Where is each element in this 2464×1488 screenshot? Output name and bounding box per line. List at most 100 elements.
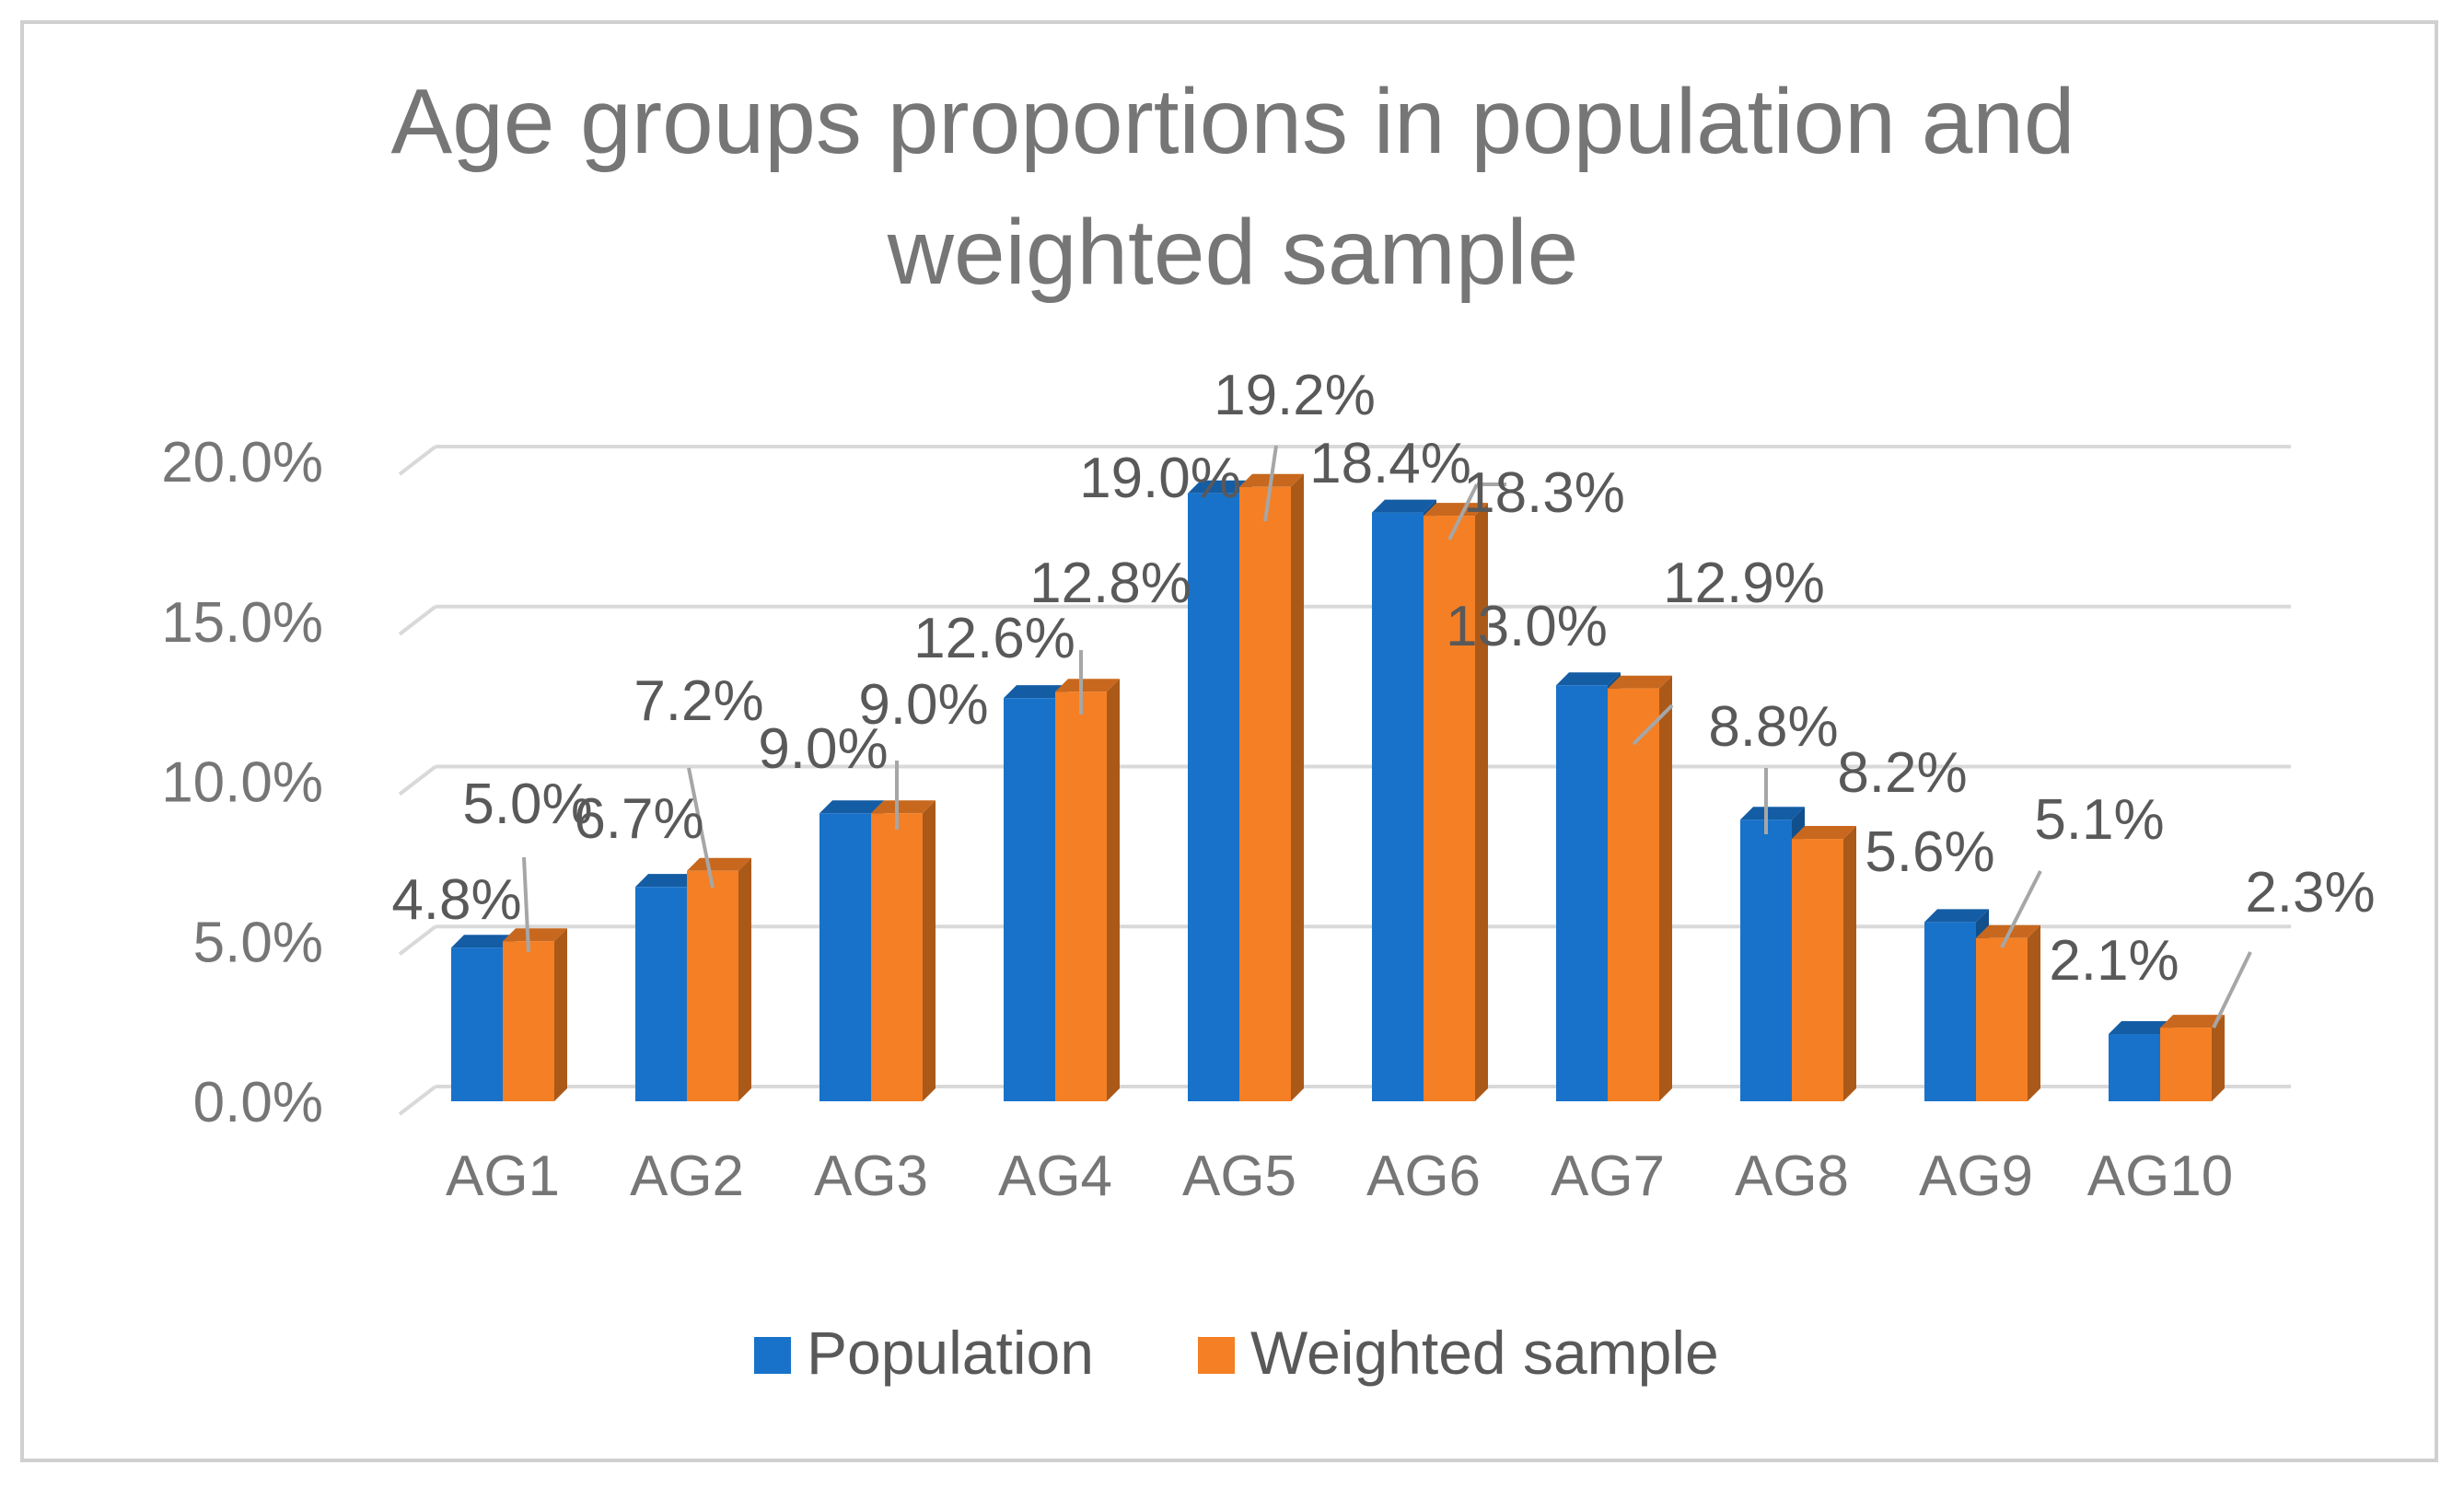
bar-weighted-ag9 — [1976, 924, 2040, 1101]
bar-weighted-ag1-top — [503, 928, 567, 942]
bar-population-ag10-front — [2109, 1034, 2160, 1101]
bar-weighted-ag1-front — [503, 941, 554, 1101]
bar-weighted-ag6 — [1424, 503, 1488, 1101]
leader-weighted-ag10-0 — [2212, 951, 2252, 1029]
gridline-diag-3 — [398, 605, 437, 636]
data-label-weighted-ag10: 2.3% — [2245, 861, 2375, 924]
bar-population-ag2-top — [635, 874, 700, 888]
data-label-weighted-ag5: 19.2% — [1214, 364, 1376, 427]
bar-population-ag8-front — [1740, 820, 1792, 1101]
x-tick-label-ag7: AG7 — [1551, 1145, 1665, 1208]
x-axis: AG1 AG2 AG3 AG4 AG5 AG6 AG7 AG8 AG9 AG10 — [446, 1145, 2233, 1208]
y-tick-label-2: 10.0% — [161, 751, 323, 815]
legend-label-weighted-sample: Weighted sample — [1250, 1319, 1719, 1387]
leader-lines — [522, 445, 2252, 1029]
data-label-weighted-ag6: 18.3% — [1463, 461, 1625, 525]
bar-weighted-ag3 — [871, 800, 936, 1101]
bar-population-ag9-top — [1924, 909, 1989, 923]
data-label-population-ag8: 8.8% — [1708, 695, 1838, 759]
leader-weighted-ag2-0 — [687, 767, 715, 889]
legend: Population Weighted sample — [754, 1319, 1719, 1387]
y-axis: 0.0% 5.0% 10.0% 15.0% 20.0% — [161, 431, 323, 1134]
bar-population-ag5-top — [1188, 480, 1252, 494]
bar-weighted-ag9-side — [2028, 924, 2040, 1101]
bar-weighted-ag3-top — [871, 800, 936, 814]
bar-population-ag3-front — [819, 813, 871, 1101]
bar-weighted-ag6-front — [1424, 516, 1475, 1101]
data-label-population-ag1: 4.8% — [391, 868, 521, 932]
gridline-diag-1 — [398, 924, 437, 956]
data-labels: 4.8%5.0%6.7%7.2%9.0%9.0%12.6%12.8%19.0%1… — [391, 364, 2375, 993]
bar-weighted-ag4 — [1055, 679, 1120, 1101]
bar-weighted-ag7 — [1608, 675, 1672, 1101]
chart-title-line-1: Age groups proportions in population and — [390, 70, 2075, 173]
y-tick-label-1: 5.0% — [193, 911, 323, 974]
y-tick-label-0: 0.0% — [193, 1071, 323, 1134]
bar-population-ag6-top — [1372, 499, 1436, 513]
bar-weighted-ag5 — [1239, 473, 1304, 1101]
bar-weighted-ag8-front — [1792, 839, 1843, 1101]
data-label-population-ag5: 19.0% — [1079, 447, 1241, 510]
gridline-diag-4 — [398, 445, 437, 476]
data-label-weighted-ag9: 5.1% — [2034, 788, 2164, 852]
bar-population-ag7-front — [1556, 685, 1608, 1101]
bar-weighted-ag1 — [503, 928, 567, 1101]
bar-population-ag4-front — [1004, 698, 1055, 1101]
bar-weighted-ag1-side — [554, 928, 567, 1101]
bar-weighted-ag2-top — [687, 857, 751, 871]
x-tick-label-ag3: AG3 — [814, 1145, 928, 1208]
leader-weighted-ag7-0 — [1632, 703, 1674, 746]
bar-population-ag5-front — [1188, 493, 1239, 1101]
bar-weighted-ag10-side — [2212, 1015, 2225, 1101]
x-tick-label-ag1: AG1 — [446, 1145, 560, 1208]
bar-weighted-ag8-side — [1843, 826, 1856, 1101]
bar-weighted-ag10-top — [2160, 1015, 2225, 1029]
bar-weighted-ag8-top — [1792, 826, 1856, 840]
data-label-weighted-ag4: 12.8% — [1029, 552, 1191, 615]
gridline-diag-2 — [398, 764, 437, 796]
bar-weighted-ag3-front — [871, 813, 923, 1101]
bar-weighted-ag6-side — [1475, 503, 1488, 1101]
bar-weighted-ag8 — [1792, 826, 1856, 1101]
bar-chart: Age groups proportions in population and… — [161, 70, 2375, 1387]
x-tick-label-ag4: AG4 — [998, 1145, 1112, 1208]
data-label-population-ag6: 18.4% — [1309, 432, 1471, 495]
bar-population-ag9-front — [1924, 922, 1976, 1101]
bar-weighted-ag7-top — [1608, 675, 1672, 689]
leader-weighted-ag5-0 — [1263, 445, 1278, 522]
bar-population-ag4-top — [1004, 685, 1068, 699]
bar-weighted-ag5-front — [1239, 486, 1291, 1101]
bar-weighted-ag4-side — [1107, 679, 1120, 1101]
data-label-weighted-ag3: 9.0% — [858, 673, 988, 737]
x-tick-label-ag5: AG5 — [1182, 1145, 1296, 1208]
leader-weighted-ag1-0 — [522, 856, 530, 953]
bar-weighted-ag6-top — [1424, 503, 1488, 517]
bar-weighted-ag7-front — [1608, 688, 1659, 1101]
bar-population-ag2-front — [635, 887, 687, 1101]
bar-weighted-ag2 — [687, 857, 751, 1101]
legend-label-population: Population — [807, 1319, 1094, 1387]
bar-population-ag1-front — [451, 947, 503, 1101]
x-tick-label-ag10: AG10 — [2087, 1145, 2234, 1208]
data-label-weighted-ag1: 5.0% — [462, 773, 592, 836]
y-tick-label-4: 20.0% — [161, 431, 323, 494]
gridline-diag-0 — [398, 1085, 437, 1116]
bar-population-ag3-top — [819, 800, 884, 814]
legend-swatch-weighted-sample — [1198, 1337, 1235, 1374]
data-label-population-ag4: 12.6% — [913, 607, 1075, 670]
bar-weighted-ag2-front — [687, 870, 738, 1101]
bars — [451, 473, 2225, 1101]
data-label-population-ag10: 2.1% — [2049, 929, 2179, 993]
bar-population-ag8-top — [1740, 807, 1805, 820]
data-label-population-ag7: 13.0% — [1446, 595, 1608, 658]
bar-weighted-ag5-side — [1291, 473, 1304, 1101]
data-label-population-ag2: 6.7% — [574, 787, 703, 851]
bar-population-ag10 — [2109, 1021, 2173, 1101]
chart-frame: Age groups proportions in population and… — [20, 20, 2438, 1462]
leader-weighted-ag9-0 — [2000, 870, 2042, 948]
bar-weighted-ag2-side — [738, 857, 751, 1101]
x-tick-label-ag8: AG8 — [1735, 1145, 1849, 1208]
bar-weighted-ag4-top — [1055, 679, 1120, 692]
bar-weighted-ag9-front — [1976, 937, 2028, 1101]
y-tick-label-3: 15.0% — [161, 591, 323, 655]
